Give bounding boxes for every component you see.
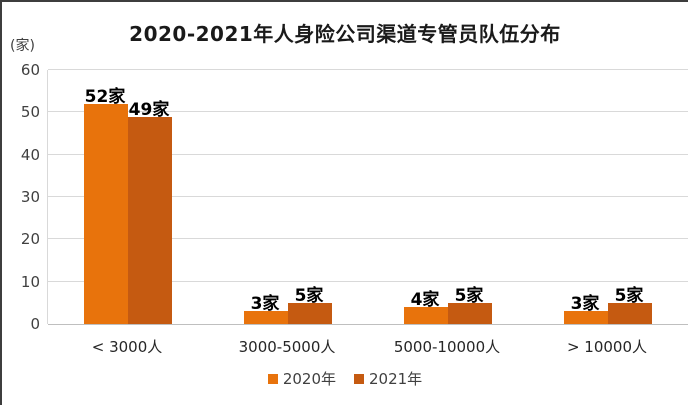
bar-value-label: 3家: [570, 294, 600, 315]
bar-series-0-cat-3: [564, 311, 608, 324]
x-category-label: 3000-5000人: [238, 338, 336, 356]
bar-value-label: 5家: [294, 285, 324, 306]
x-category-label: < 3000人: [91, 338, 163, 356]
legend: 2020年 2021年: [2, 368, 688, 389]
bar-value-label: 52家: [84, 86, 126, 107]
gridline: [48, 280, 688, 282]
legend-item-series-0: 2020年: [267, 368, 336, 389]
bar-series-1-cat-0: [128, 116, 172, 324]
y-axis-unit-label: (家): [10, 38, 35, 54]
bar-value-label: 4家: [410, 290, 440, 311]
legend-label: 2020年: [282, 370, 336, 388]
y-tick-label: 10: [20, 272, 40, 291]
bar-value-label: 49家: [128, 99, 170, 120]
bar-value-label: 5家: [614, 285, 644, 306]
bar-series-1-cat-2: [448, 302, 492, 324]
legend-label: 2021年: [369, 370, 423, 388]
y-tick-label: 40: [20, 145, 40, 164]
y-tick-label: 60: [20, 61, 40, 79]
gridline: [48, 196, 688, 197]
bar-value-label: 3家: [250, 294, 280, 315]
x-axis-line: [48, 324, 688, 325]
chart-title: 2020-2021年人身险公司渠道专管员队伍分布: [129, 22, 561, 46]
gridline: [48, 111, 688, 113]
gridline: [48, 69, 688, 70]
bar-value-label: 5家: [454, 285, 484, 306]
legend-swatch: [267, 373, 278, 384]
bar-series-0-cat-2: [404, 307, 448, 324]
y-tick-label: 50: [20, 103, 40, 122]
bar-series-0-cat-1: [244, 311, 288, 324]
x-category-label: > 10000人: [566, 338, 648, 356]
bar-series-1-cat-3: [608, 302, 652, 324]
plot-area: [47, 69, 688, 325]
y-tick-label: 20: [20, 230, 40, 249]
gridline: [48, 153, 688, 155]
legend-swatch: [354, 373, 364, 384]
y-tick-label: 30: [20, 188, 40, 206]
bar-series-1-cat-1: [288, 302, 332, 324]
x-category-label: 5000-10000人: [393, 338, 501, 356]
y-tick-label: 0: [30, 315, 40, 333]
legend-item-series-1: 2021年: [354, 368, 422, 389]
bar-series-0-cat-0: [84, 103, 128, 324]
gridline: [48, 238, 688, 240]
